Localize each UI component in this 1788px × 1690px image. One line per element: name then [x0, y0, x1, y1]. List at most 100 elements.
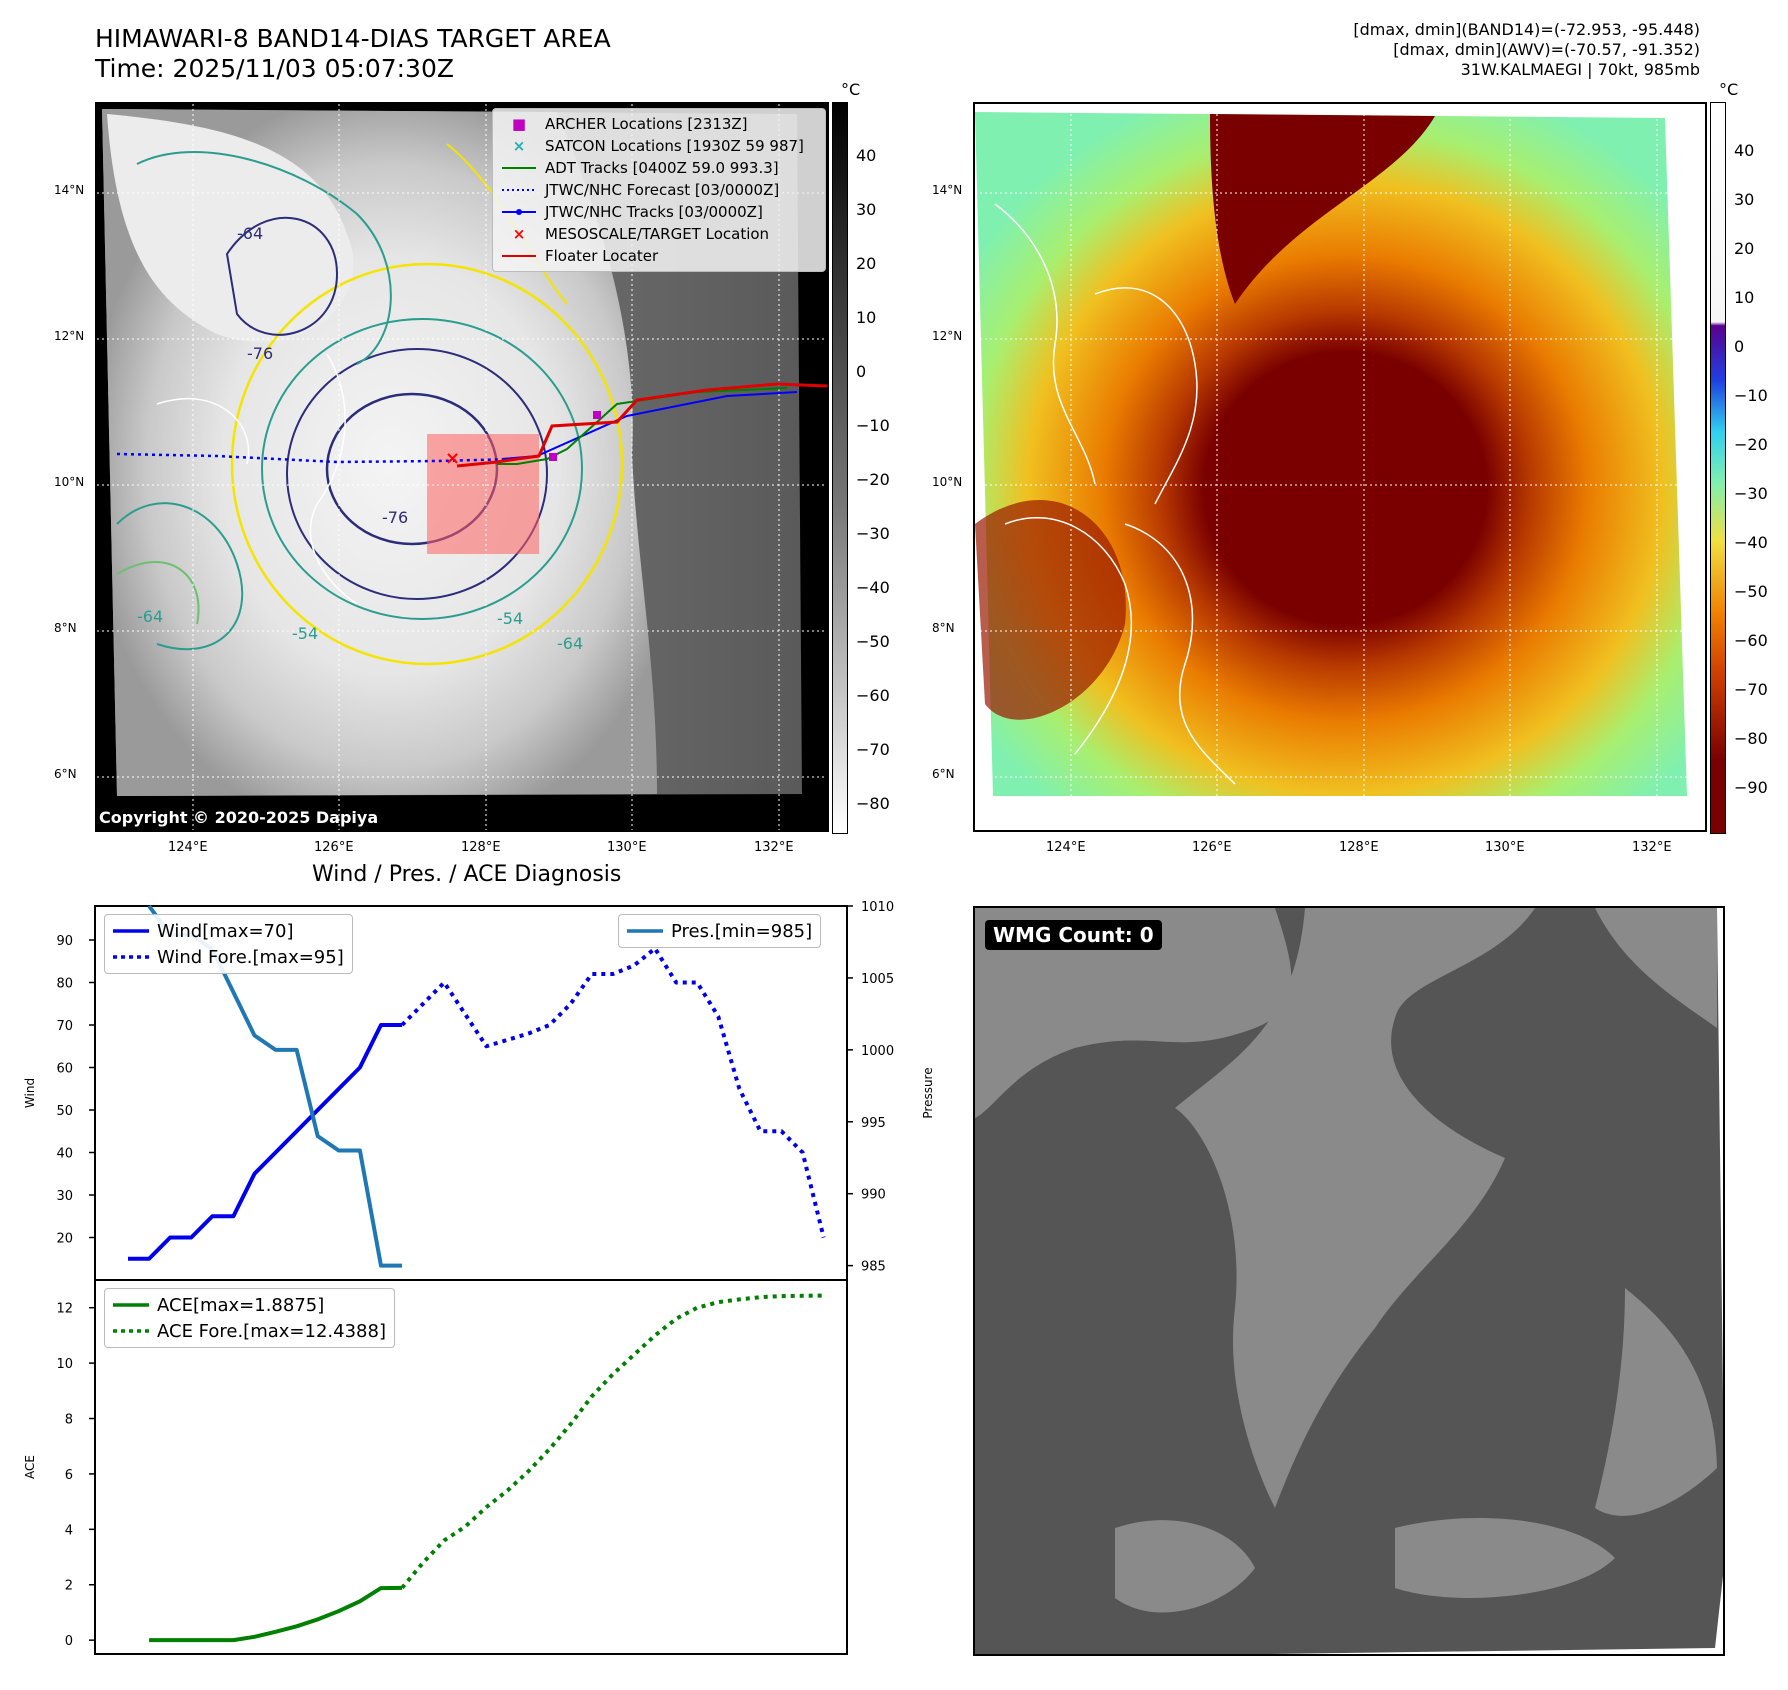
colorbar-tick-label: −20: [856, 470, 890, 489]
y-tick-label: 70: [56, 1019, 73, 1034]
colorbar-tick-label: 40: [1734, 141, 1755, 160]
colorbar-tick-label: −30: [856, 524, 890, 543]
lon-label: 124°E: [168, 840, 208, 855]
lon-label: 124°E: [1046, 840, 1086, 855]
y-tick-label: 50: [56, 1104, 73, 1119]
legend-tracks: JTWC/NHC Tracks [03/0000Z]: [501, 201, 817, 223]
colorbar-tick-label: 0: [1734, 337, 1745, 356]
series-line-wind: [128, 1023, 403, 1261]
wmg-image: [975, 908, 1723, 1654]
lon-label: 126°E: [314, 840, 354, 855]
ir-map-image: × -76 -64 -54 -76 -64 -64 -54: [97, 104, 827, 830]
wmg-panel: [973, 906, 1725, 1656]
legend-floater: Floater Locater: [501, 245, 817, 267]
lon-label: 128°E: [461, 840, 501, 855]
lat-label: 8°N: [932, 621, 955, 635]
stats-awv: [dmax, dmin](AWV)=(-70.57, -91.352): [1393, 40, 1700, 59]
contour-label: -64: [137, 607, 163, 626]
y-tick-label: 10: [56, 1357, 73, 1372]
colorbar-tick-label: 30: [856, 200, 877, 219]
series-line-ace: [149, 1585, 403, 1643]
legend-target: × MESOSCALE/TARGET Location: [501, 223, 817, 245]
lon-label: 132°E: [754, 840, 794, 855]
chart-time: Time: 2025/11/03 05:07:30Z: [95, 54, 454, 83]
color-colorbar: [1710, 102, 1726, 834]
lat-label: 14°N: [54, 183, 85, 197]
lon-label: 128°E: [1339, 840, 1379, 855]
pressure-axis-label: Pressure: [921, 1067, 935, 1118]
y-tick-label: 985: [861, 1260, 886, 1275]
map-legend: ■ ARCHER Locations [2313Z] × SATCON Locati…: [492, 108, 826, 272]
diagnosis-chart: 20 30 40 50 60 70 80 90 985 990 995 1000 1005 1010 0…: [23, 900, 935, 1655]
lat-label: 14°N: [932, 183, 963, 197]
colorbar-tick-label: 30: [1734, 190, 1755, 209]
y-tick-label: 990: [861, 1188, 886, 1203]
line-icon: [501, 254, 537, 258]
solid-line-icon: [627, 928, 663, 934]
contour-label: -54: [292, 624, 318, 643]
copyright-notice: Copyright © 2020-2025 Dapiya: [99, 808, 379, 827]
gray-colorbar: [832, 102, 848, 834]
series-line-wind-fore-: [400, 946, 826, 1238]
y-tick-label: 8: [65, 1413, 73, 1428]
dotted-line-icon: [113, 1328, 149, 1334]
colorbar-tick-label: −70: [856, 740, 890, 759]
y-tick-label: 40: [56, 1147, 73, 1162]
enhanced-map-image: [975, 104, 1705, 830]
ace-legend: ACE[max=1.8875] ACE Fore.[max=12.4388]: [104, 1288, 395, 1348]
colorbar-tick-label: −50: [1734, 582, 1768, 601]
colorbar-unit: °C: [1719, 80, 1739, 99]
colorbar-tick-label: 40: [856, 146, 877, 165]
contour-label: -76: [247, 344, 273, 363]
enhanced-map-panel: [973, 102, 1707, 832]
y-tick-label: 995: [861, 1116, 886, 1131]
solid-line-icon: [113, 928, 149, 934]
colorbar-tick-label: −60: [856, 686, 890, 705]
colorbar-tick-label: −40: [1734, 533, 1768, 552]
contour-label: -76: [382, 508, 408, 527]
storm-info: 31W.KALMAEGI | 70kt, 985mb: [1460, 60, 1700, 79]
legend-archer: ■ ARCHER Locations [2313Z]: [501, 113, 817, 135]
colorbar-tick-label: −20: [1734, 435, 1768, 454]
y-tick-label: 12: [56, 1302, 73, 1317]
y-tick-label: 0: [65, 1634, 73, 1649]
y-tick-label: 60: [56, 1062, 73, 1077]
lat-label: 12°N: [932, 329, 963, 343]
x-marker-icon: ×: [512, 137, 526, 155]
legend-adt: ADT Tracks [0400Z 59.0 993.3]: [501, 157, 817, 179]
wmg-count-badge: WMG Count: 0: [985, 920, 1162, 950]
dotted-line-icon: [501, 188, 537, 192]
dotted-line-icon: [113, 954, 149, 960]
colorbar-tick-label: −30: [1734, 484, 1768, 503]
wind-axis-label: Wind: [23, 1078, 37, 1108]
colorbar-tick-label: 10: [856, 308, 877, 327]
line-icon: [501, 166, 537, 170]
y-tick-label: 30: [56, 1189, 73, 1204]
lat-label: 6°N: [54, 767, 77, 781]
y-tick-label: 1000: [861, 1044, 894, 1059]
lat-label: 12°N: [54, 329, 85, 343]
y-tick-label: 1005: [861, 972, 894, 987]
lat-label: 10°N: [54, 475, 85, 489]
square-marker-icon: ■: [511, 115, 527, 133]
legend-forecast: JTWC/NHC Forecast [03/0000Z]: [501, 179, 817, 201]
colorbar-tick-label: 0: [856, 362, 867, 381]
wind-fore-legend-label: Wind Fore.[max=95]: [157, 946, 344, 968]
y-tick-label: 90: [56, 934, 73, 949]
y-tick-label: 6: [65, 1468, 73, 1483]
colorbar-tick-label: −80: [856, 794, 890, 813]
colorbar-tick-label: 20: [856, 254, 877, 273]
lat-label: 10°N: [932, 475, 963, 489]
diagnosis-title: Wind / Pres. / ACE Diagnosis: [312, 862, 622, 887]
colorbar-tick-label: −70: [1734, 680, 1768, 699]
lat-label: 8°N: [54, 621, 77, 635]
line-marker-icon: [501, 208, 537, 216]
wind-legend: Wind[max=70] Wind Fore.[max=95]: [104, 914, 353, 974]
colorbar-tick-label: −80: [1734, 729, 1768, 748]
pressure-legend: Pres.[min=985]: [618, 914, 822, 948]
contour-label: -54: [497, 609, 523, 628]
y-tick-label: 80: [56, 977, 73, 992]
svg-text:×: ×: [445, 448, 460, 469]
colorbar-tick-label: −40: [856, 578, 890, 597]
colorbar-tick-label: −10: [1734, 386, 1768, 405]
